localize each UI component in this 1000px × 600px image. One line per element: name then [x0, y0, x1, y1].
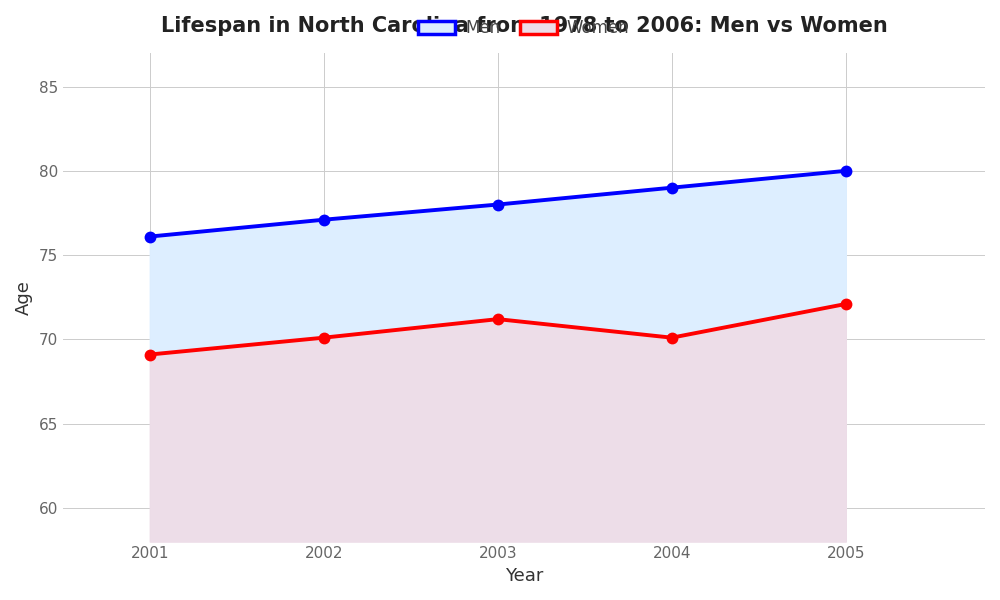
Legend: Men, Women: Men, Women — [412, 13, 636, 44]
Y-axis label: Age: Age — [15, 280, 33, 314]
Women — [840, 301, 852, 308]
Title: Lifespan in North Carolina from 1978 to 2006: Men vs Women: Lifespan in North Carolina from 1978 to … — [161, 16, 887, 36]
Line: Men: Men — [145, 166, 851, 241]
Men — [666, 184, 678, 191]
X-axis label: Year: Year — [505, 567, 543, 585]
Men — [318, 216, 330, 223]
Women — [492, 316, 504, 323]
Line: Women: Women — [145, 299, 851, 359]
Men — [492, 201, 504, 208]
Women — [318, 334, 330, 341]
Men — [144, 233, 156, 240]
Women — [144, 351, 156, 358]
Women — [666, 334, 678, 341]
Men — [840, 167, 852, 175]
